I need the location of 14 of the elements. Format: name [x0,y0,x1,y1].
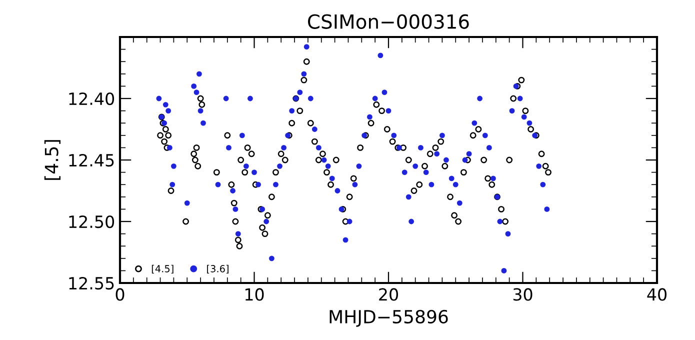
x-axis-title: MHJD−55896 [330,310,448,327]
x-tick-label: 10 [245,288,264,301]
x-tick-label: 30 [513,288,532,301]
chart-title: CSIMon−000316 [308,14,469,29]
x-tick-label: 40 [647,288,666,301]
x-tick-label: 20 [379,288,398,301]
legend-label: [3.6] [207,264,228,274]
y-tick-label: 12.40 [69,92,114,106]
y-tick-label: 12.55 [69,276,114,290]
y-tick-label: 12.50 [69,215,114,228]
y-tick-label: 12.45 [69,154,114,167]
legend-label: [4.5] [152,264,174,274]
x-tick-label: 0 [116,288,124,301]
y-axis-title: [4.5] [44,140,60,180]
